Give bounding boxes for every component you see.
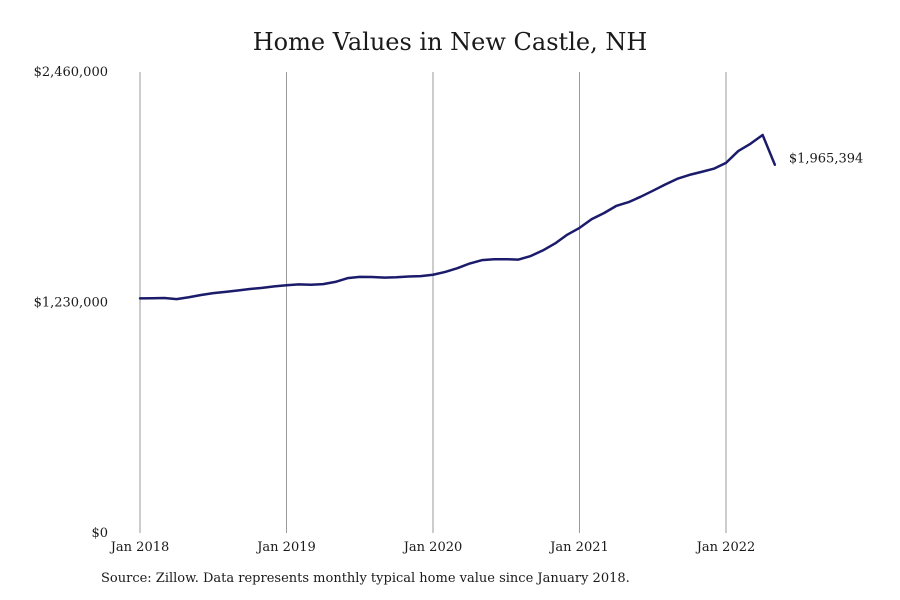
gridlines [139, 72, 727, 533]
series-line [138, 133, 777, 301]
y-tick-label: $0 [91, 526, 108, 541]
x-axis-ticks: Jan 2018 Jan 2019 Jan 2020 Jan 2021 Jan 2022 [109, 540, 756, 555]
x-tick-label: Jan 2021 [548, 540, 609, 555]
end-value-label: $1,965,394 [789, 152, 863, 167]
y-tick-label: $1,230,000 [34, 296, 108, 311]
x-tick-label: Jan 2019 [255, 540, 316, 555]
y-axis-ticks: $2,460,000 $1,230,000 $0 [34, 65, 108, 541]
series-layer [138, 133, 777, 301]
x-tick-label: Jan 2022 [695, 540, 756, 555]
x-tick-label: Jan 2020 [402, 540, 463, 555]
chart-title: Home Values in New Castle, NH [252, 28, 648, 56]
y-tick-label: $2,460,000 [34, 65, 108, 80]
end-label-layer: $1,965,394 [789, 152, 863, 167]
source-footnote: Source: Zillow. Data represents monthly … [101, 571, 630, 586]
x-tick-label: Jan 2018 [109, 540, 170, 555]
